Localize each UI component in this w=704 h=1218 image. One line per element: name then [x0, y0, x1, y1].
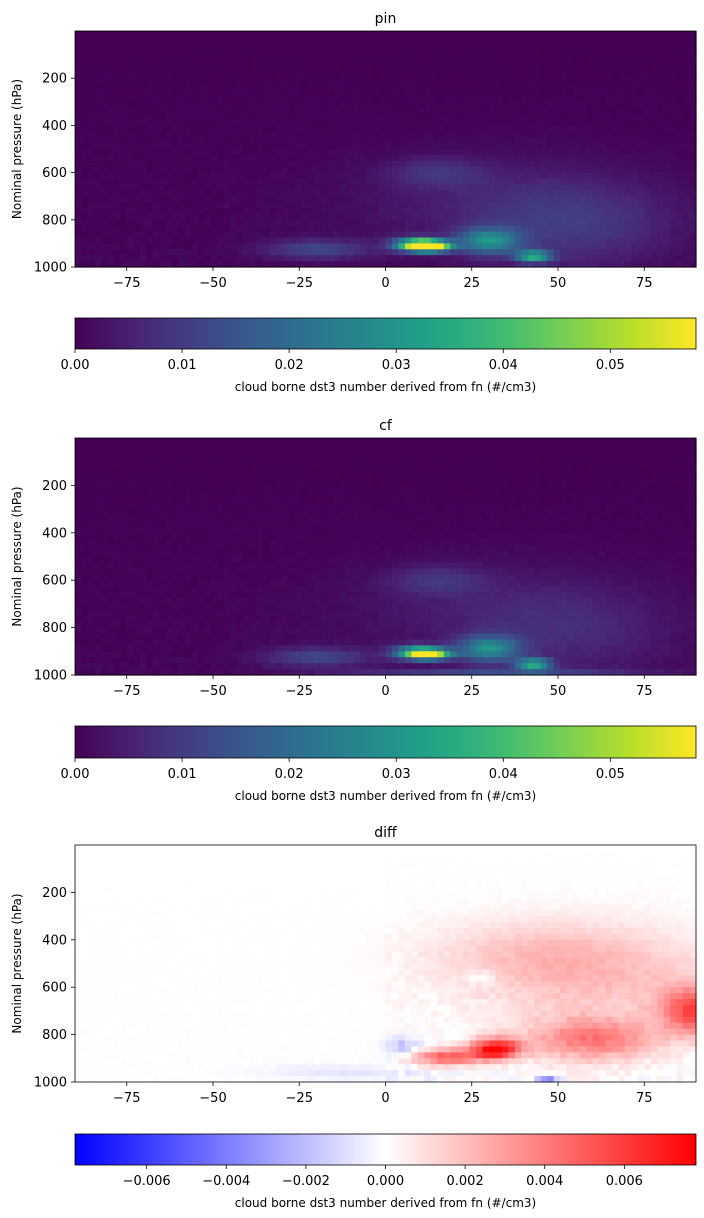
y-axis-label: Nominal pressure (hPa): [10, 893, 24, 1033]
colorbar-tick-label: 0.006: [606, 1174, 643, 1189]
colorbar-tick-label: 0.03: [382, 767, 411, 782]
y-tick-label: 1000: [34, 669, 67, 684]
x-tick-label: 25: [463, 276, 480, 291]
colorbar: 0.00 0.01 0.02 0.03 0.04 0.05 cloud borne dst3…: [61, 317, 697, 394]
colorbar-tick-label: 0.000: [367, 1174, 404, 1189]
chart-title: diff: [374, 825, 397, 841]
colorbar-tick-label: −0.006: [123, 1174, 171, 1189]
colorbar-gradient: [74, 1133, 697, 1166]
colorbar-gradient: [74, 725, 697, 759]
x-tick-label: −75: [113, 684, 140, 699]
x-tick-label: −75: [113, 276, 140, 291]
x-tick-label: −25: [286, 276, 313, 291]
y-tick-label: 600: [42, 574, 67, 589]
colorbar-tick-label: 0.04: [489, 358, 518, 373]
colorbar-label: cloud borne dst3 number derived from fn …: [235, 380, 536, 394]
colorbar-tick-label: 0.01: [168, 767, 197, 782]
chart-title: pin: [375, 11, 397, 27]
x-tick-label: 0: [381, 684, 389, 699]
x-tick-label: −50: [199, 1091, 226, 1106]
colorbar-tick-label: 0.05: [596, 767, 625, 782]
x-tick-label: −50: [199, 276, 226, 291]
chart-title: cf: [379, 418, 393, 434]
y-tick-label: 800: [42, 213, 67, 228]
colorbar-tick-label: 0.004: [526, 1174, 563, 1189]
x-tick-label: 25: [463, 1091, 480, 1106]
y-tick-label: 400: [42, 933, 67, 948]
heatmap-cells: [75, 438, 697, 676]
x-tick-label: 75: [636, 276, 653, 291]
y-tick-label: 400: [42, 119, 67, 134]
x-tick-label: −75: [113, 1091, 140, 1106]
y-tick-label: 600: [42, 166, 67, 181]
colorbar-tick-label: 0.00: [61, 767, 90, 782]
y-tick-label: 600: [42, 981, 67, 996]
y-tick-label: 1000: [34, 261, 67, 276]
colorbar-tick-label: 0.04: [489, 767, 518, 782]
x-tick-label: 25: [463, 684, 480, 699]
colorbar-tick-label: −0.004: [202, 1174, 250, 1189]
y-tick-label: 200: [42, 72, 67, 87]
x-tick-label: 50: [550, 276, 567, 291]
colorbar-label: cloud borne dst3 number derived from fn …: [235, 789, 536, 803]
colorbar-tick-label: 0.05: [596, 358, 625, 373]
y-tick-label: 200: [42, 479, 67, 494]
colorbar-tick-label: −0.002: [282, 1174, 330, 1189]
colorbar-label: cloud borne dst3 number derived from fn …: [235, 1196, 536, 1210]
colorbar-tick-label: 0.01: [168, 358, 197, 373]
y-axis-label: Nominal pressure (hPa): [10, 486, 24, 626]
x-tick-label: −25: [286, 1091, 313, 1106]
colorbar: −0.006 −0.004 −0.002 0.000 0.002 0.004 0.006 cl…: [74, 1133, 697, 1210]
colorbar-tick-label: 0.00: [61, 358, 90, 373]
x-tick-label: 75: [636, 1091, 653, 1106]
colorbar-tick-label: 0.02: [275, 767, 304, 782]
y-tick-label: 400: [42, 526, 67, 541]
heatmap-panel-cf: cf Nominal pressure (hPa) 200 400 600 800 1000…: [10, 418, 697, 803]
y-tick-label: 800: [42, 621, 67, 636]
heatmap-cells: [75, 845, 697, 1083]
x-tick-label: 75: [636, 684, 653, 699]
x-tick-label: −50: [199, 684, 226, 699]
x-tick-label: 0: [381, 1091, 389, 1106]
colorbar-tick-label: 0.03: [382, 358, 411, 373]
x-tick-label: 50: [550, 684, 567, 699]
colorbar: 0.00 0.01 0.02 0.03 0.04 0.05 cloud borne dst3…: [61, 725, 697, 803]
heatmap-panel-diff: diff Nominal pressure (hPa) 200 400 600 800 10…: [10, 825, 697, 1210]
y-tick-label: 800: [42, 1028, 67, 1043]
x-tick-label: 50: [550, 1091, 567, 1106]
colorbar-tick-label: 0.02: [275, 358, 304, 373]
colorbar-tick-label: 0.002: [447, 1174, 484, 1189]
y-tick-label: 200: [42, 886, 67, 901]
colorbar-gradient: [74, 317, 697, 350]
y-tick-label: 1000: [34, 1076, 67, 1091]
x-tick-label: −25: [286, 684, 313, 699]
heatmap-cells: [75, 31, 697, 268]
x-tick-label: 0: [381, 276, 389, 291]
heatmap-panel-pin: pin Nominal pressure (hPa) 200 400 600 800 100…: [10, 11, 697, 394]
y-axis-label: Nominal pressure (hPa): [10, 79, 24, 219]
